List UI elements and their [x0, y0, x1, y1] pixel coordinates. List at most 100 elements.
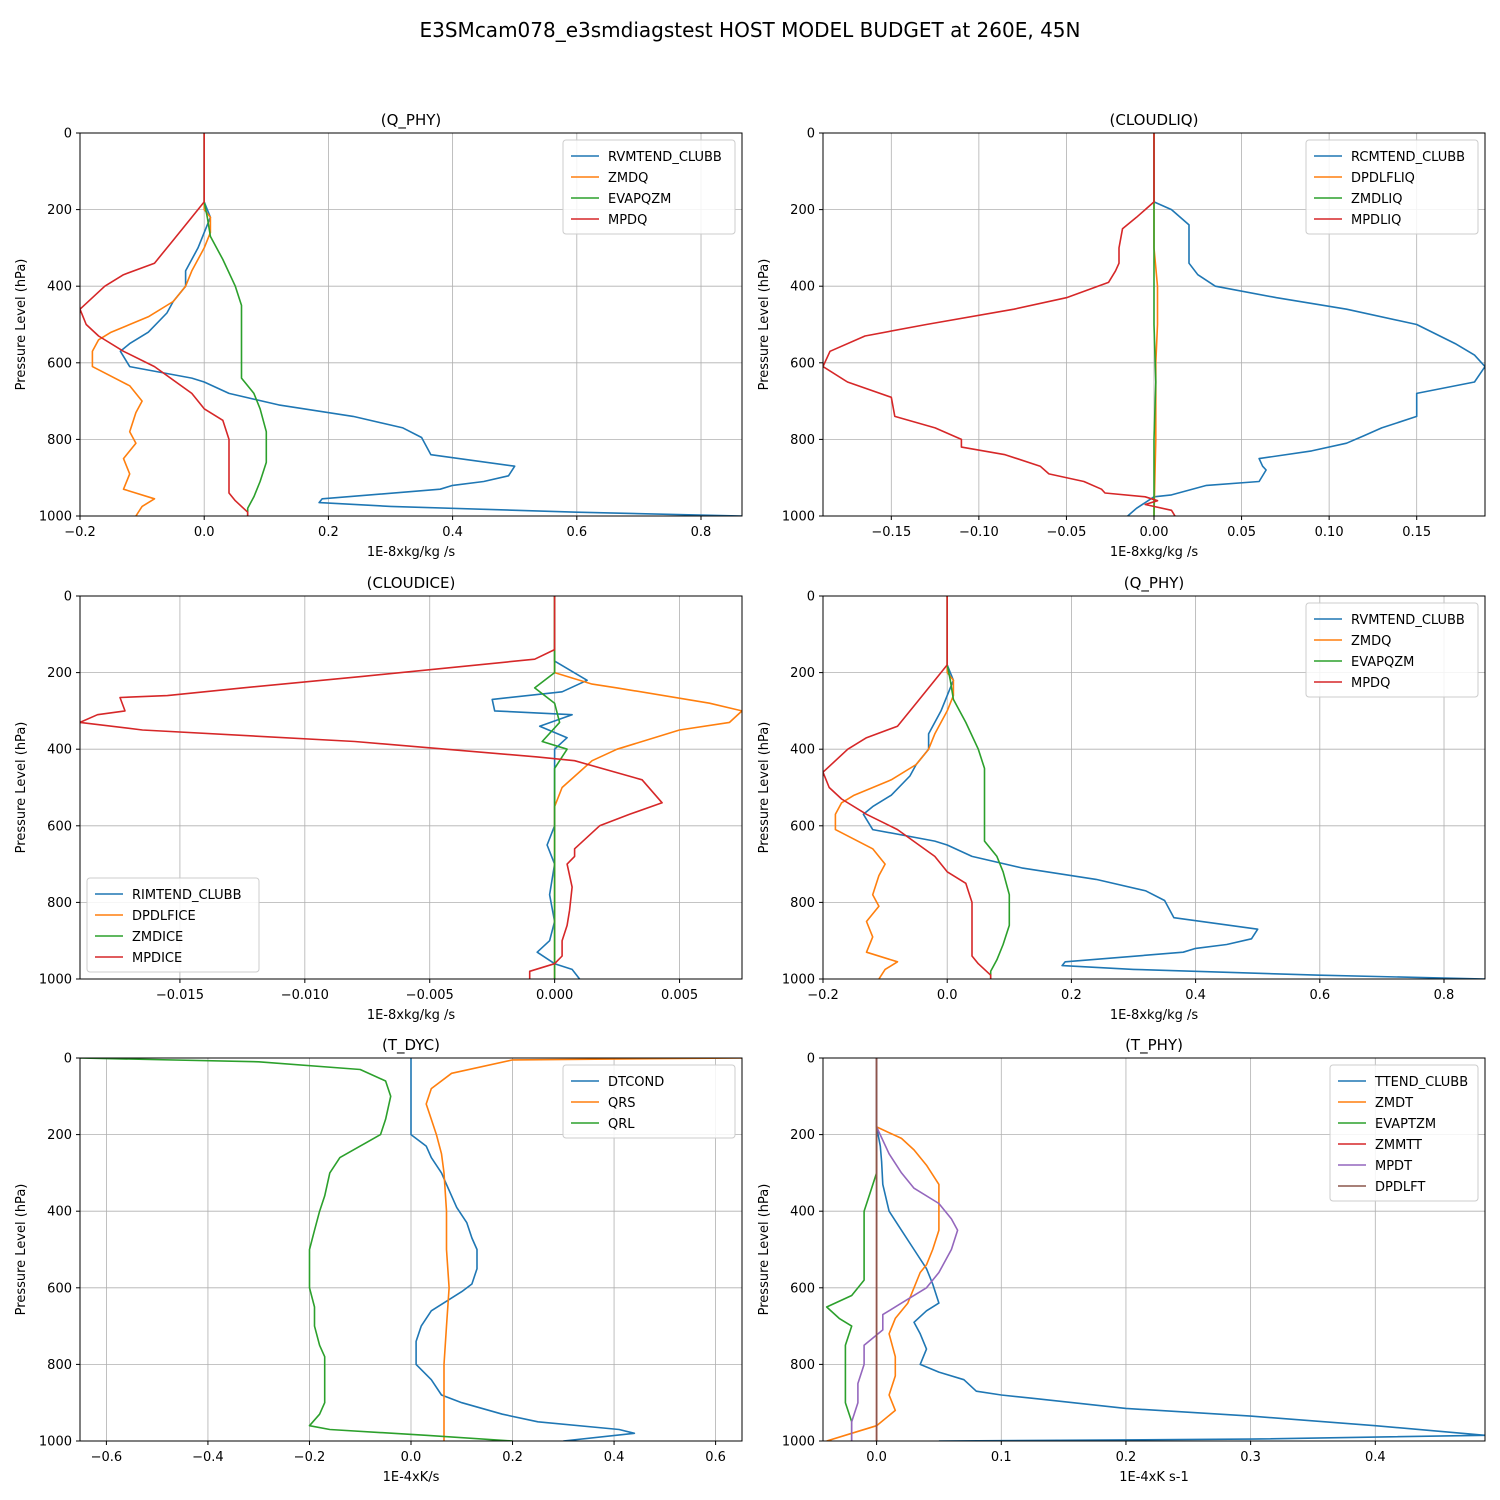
x-tick-label: 0.6 — [1309, 988, 1330, 1003]
series-line-zmdq — [834, 596, 955, 979]
y-tick-label: 200 — [47, 666, 72, 681]
series-line-zmdq — [91, 133, 212, 516]
x-tick-label: −0.6 — [91, 1450, 123, 1465]
x-tick-label: 0.0 — [401, 1450, 422, 1465]
series-line-evapqzm — [946, 596, 1011, 979]
legend: RVMTEND_CLUBB ZMDQ EVAPQZM MPDQ — [562, 139, 736, 235]
legend-label: ZMDQ — [1351, 634, 1391, 649]
plot-frame — [822, 1057, 1486, 1442]
legend: RCMTEND_CLUBB DPDLFLIQ ZMDLIQ MPDLIQ — [1305, 139, 1479, 235]
y-tick-label: 400 — [47, 280, 72, 295]
y-tick-label: 200 — [47, 1128, 72, 1143]
legend-label: RIMTEND_CLUBB — [132, 888, 242, 903]
legend-box — [562, 1064, 736, 1139]
x-axis-label: 1E-8xkg/kg /s — [1110, 1008, 1199, 1023]
series-line-qrl — [80, 1058, 513, 1441]
x-axis-label: 1E-8xkg/kg /s — [367, 545, 456, 560]
y-tick-label: 0 — [807, 590, 815, 605]
x-tick-label: 0.15 — [1402, 525, 1431, 540]
series-line-mpdliq — [823, 133, 1176, 516]
x-tick-label: 0.005 — [661, 988, 698, 1003]
series-line-mpdq — [80, 133, 249, 516]
chart-panel-4: −0.2 0.0 0.2 0.4 0.6 0.8 0 200 400 600 800 1000 (Q_P… — [757, 574, 1486, 1023]
y-tick-label: 1000 — [782, 510, 815, 525]
series-line-ttend-clubb — [875, 1058, 1485, 1441]
chart-title: (CLOUDICE) — [367, 574, 456, 592]
y-tick-label: 800 — [790, 433, 815, 448]
y-tick-label: 400 — [47, 743, 72, 758]
legend-label: MPDQ — [1351, 676, 1390, 691]
figure-title: E3SMcam078_e3smdiagstest HOST MODEL BUDG… — [420, 18, 1081, 42]
y-tick-label: 600 — [47, 1281, 72, 1296]
x-tick-label: 0.10 — [1315, 525, 1344, 540]
chart-panel-2: −0.15 −0.10 −0.05 0.00 0.05 0.10 0.15 0 200 400 60… — [757, 111, 1486, 560]
x-tick-label: 0.0 — [937, 988, 958, 1003]
x-tick-label: −0.010 — [281, 988, 329, 1003]
series-line-rvmtend-clubb — [119, 133, 742, 516]
plot-frame — [822, 132, 1486, 517]
legend-label: RVMTEND_CLUBB — [1351, 613, 1465, 628]
x-tick-label: −0.4 — [192, 1450, 224, 1465]
y-tick-label: 600 — [790, 819, 815, 834]
x-tick-label: 0.1 — [991, 1450, 1012, 1465]
y-tick-label: 0 — [64, 590, 72, 605]
plot-frame — [79, 132, 743, 517]
chart-panel-6: 0.0 0.1 0.2 0.3 0.4 0 200 400 600 800 1000 (T_PHY) 1… — [757, 1036, 1486, 1485]
y-tick-label: 0 — [64, 1052, 72, 1067]
y-tick-label: 1000 — [782, 1435, 815, 1450]
x-tick-label: −0.10 — [959, 525, 999, 540]
x-tick-label: 0.4 — [442, 525, 463, 540]
series-group — [80, 133, 742, 516]
legend: RIMTEND_CLUBB DPDLFICE ZMDICE MPDICE — [86, 877, 260, 973]
x-tick-label: 0.2 — [318, 525, 339, 540]
legend-label: RVMTEND_CLUBB — [608, 150, 722, 165]
chart-title: (Q_PHY) — [381, 111, 442, 130]
legend-label: DPDLFLIQ — [1351, 171, 1415, 186]
legend-label: RCMTEND_CLUBB — [1351, 150, 1465, 165]
chart-panel-1: −0.2 0.0 0.2 0.4 0.6 0.8 0 200 400 600 800 1000 (Q_P… — [14, 111, 743, 560]
x-axis-label: 1E-8xkg/kg /s — [367, 1008, 456, 1023]
x-axis-label: 1E-4xK/s — [383, 1470, 440, 1485]
legend-box — [1305, 139, 1479, 235]
x-tick-label: 0.8 — [691, 525, 712, 540]
legend-label: QRL — [608, 1117, 635, 1132]
x-tick-label: 0.0 — [866, 1450, 887, 1465]
x-tick-label: 0.000 — [536, 988, 573, 1003]
series-line-mpdq — [823, 596, 992, 979]
plot-frame — [79, 595, 743, 980]
legend-label: DPDLFICE — [132, 909, 196, 924]
legend-box — [1305, 602, 1479, 698]
y-axis-label: Pressure Level (hPa) — [757, 722, 772, 854]
x-tick-label: 0.6 — [566, 525, 587, 540]
legend-label: MPDLIQ — [1351, 213, 1401, 228]
y-tick-label: 200 — [790, 666, 815, 681]
series-line-dpdlfice — [553, 596, 742, 979]
x-tick-label: 0.0 — [194, 525, 215, 540]
x-tick-label: 0.4 — [604, 1450, 625, 1465]
series-group — [825, 1058, 1485, 1441]
x-tick-label: 0.05 — [1227, 525, 1256, 540]
legend: TTEND_CLUBB ZMDT EVAPTZM ZMMTT MPDT DPDLFT — [1329, 1064, 1479, 1202]
y-tick-label: 1000 — [39, 510, 72, 525]
x-tick-label: −0.015 — [156, 988, 204, 1003]
x-tick-label: 0.4 — [1365, 1450, 1386, 1465]
legend-label: MPDQ — [608, 213, 647, 228]
series-line-zmdice — [533, 596, 568, 979]
x-tick-label: −0.15 — [871, 525, 911, 540]
y-tick-label: 800 — [790, 1358, 815, 1373]
x-axis-label: 1E-4xK s-1 — [1119, 1470, 1189, 1485]
y-tick-label: 800 — [47, 896, 72, 911]
chart-title: (CLOUDLIQ) — [1110, 111, 1199, 129]
y-axis-label: Pressure Level (hPa) — [757, 259, 772, 391]
series-group — [80, 1058, 742, 1441]
y-tick-label: 800 — [790, 896, 815, 911]
series-line-zmdt — [826, 1058, 940, 1441]
chart-title: (Q_PHY) — [1124, 574, 1185, 593]
y-tick-label: 1000 — [782, 973, 815, 988]
y-tick-label: 600 — [790, 1281, 815, 1296]
legend-label: MPDICE — [132, 951, 182, 966]
chart-title: (T_DYC) — [382, 1036, 440, 1055]
x-tick-label: 0.00 — [1140, 525, 1169, 540]
plot-frame — [822, 595, 1486, 980]
